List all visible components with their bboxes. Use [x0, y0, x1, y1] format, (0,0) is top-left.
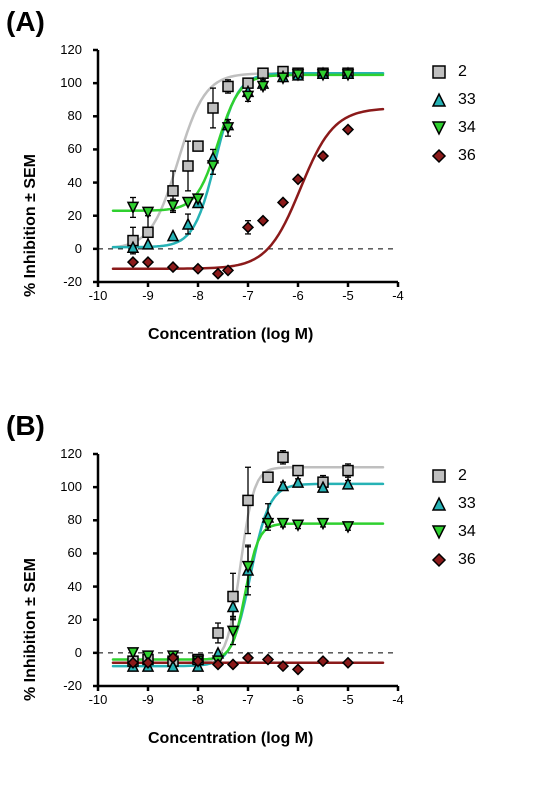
- ytick-label: 100: [52, 479, 82, 494]
- triangle_up-icon: [430, 91, 448, 109]
- legend-item: 33: [430, 490, 476, 518]
- legend-label: 33: [458, 91, 476, 109]
- square-icon: [430, 467, 448, 485]
- ytick-label: 20: [52, 612, 82, 627]
- ytick-label: 0: [52, 241, 82, 256]
- xtick-label: -10: [86, 692, 110, 707]
- legend-label: 33: [458, 495, 476, 513]
- panel-a-ylabel: % Inhibition ± SEM: [22, 154, 40, 297]
- xtick-label: -9: [136, 692, 160, 707]
- panel-a-plot: [88, 42, 408, 302]
- panel-a-xlabel: Concentration (log M): [148, 326, 313, 344]
- triangle_down-icon: [430, 523, 448, 541]
- xtick-label: -10: [86, 288, 110, 303]
- ytick-label: 60: [52, 141, 82, 156]
- panel-b: % Inhibition ± SEM Concentration (log M)…: [18, 446, 528, 776]
- xtick-label: -7: [236, 288, 260, 303]
- legend-item: 2: [430, 462, 476, 490]
- panel-b-label: (B): [6, 410, 45, 442]
- panel-b-ylabel: % Inhibition ± SEM: [22, 558, 40, 701]
- legend-label: 36: [458, 551, 476, 569]
- ytick-label: 120: [52, 42, 82, 57]
- diamond-icon: [430, 147, 448, 165]
- triangle_up-icon: [430, 495, 448, 513]
- legend-item: 36: [430, 546, 476, 574]
- ytick-label: -20: [52, 678, 82, 693]
- ytick-label: 20: [52, 208, 82, 223]
- legend-item: 2: [430, 58, 476, 86]
- figure-page: { "figure": { "background_color": "#ffff…: [0, 0, 546, 794]
- xtick-label: -7: [236, 692, 260, 707]
- xtick-label: -6: [286, 288, 310, 303]
- legend-label: 36: [458, 147, 476, 165]
- xtick-label: -9: [136, 288, 160, 303]
- ytick-label: 80: [52, 108, 82, 123]
- triangle_down-icon: [430, 119, 448, 137]
- diamond-icon: [430, 551, 448, 569]
- ytick-label: 120: [52, 446, 82, 461]
- panel-a-legend: 2 33 34 36: [430, 58, 476, 170]
- xtick-label: -4: [386, 692, 410, 707]
- xtick-label: -5: [336, 692, 360, 707]
- legend-item: 34: [430, 518, 476, 546]
- ytick-label: 0: [52, 645, 82, 660]
- ytick-label: 40: [52, 175, 82, 190]
- ytick-label: -20: [52, 274, 82, 289]
- panel-a-svg: [88, 42, 408, 302]
- ytick-label: 40: [52, 579, 82, 594]
- legend-item: 34: [430, 114, 476, 142]
- xtick-label: -6: [286, 692, 310, 707]
- panel-b-svg: [88, 446, 408, 706]
- legend-label: 2: [458, 467, 467, 485]
- square-icon: [430, 63, 448, 81]
- xtick-label: -8: [186, 692, 210, 707]
- legend-item: 33: [430, 86, 476, 114]
- panel-b-xlabel: Concentration (log M): [148, 730, 313, 748]
- legend-label: 2: [458, 63, 467, 81]
- legend-item: 36: [430, 142, 476, 170]
- panel-b-plot: [88, 446, 408, 706]
- xtick-label: -8: [186, 288, 210, 303]
- legend-label: 34: [458, 119, 476, 137]
- ytick-label: 80: [52, 512, 82, 527]
- xtick-label: -4: [386, 288, 410, 303]
- ytick-label: 60: [52, 545, 82, 560]
- legend-label: 34: [458, 523, 476, 541]
- panel-a: % Inhibition ± SEM Concentration (log M)…: [18, 42, 528, 372]
- ytick-label: 100: [52, 75, 82, 90]
- xtick-label: -5: [336, 288, 360, 303]
- panel-b-legend: 2 33 34 36: [430, 462, 476, 574]
- panel-a-label: (A): [6, 6, 45, 38]
